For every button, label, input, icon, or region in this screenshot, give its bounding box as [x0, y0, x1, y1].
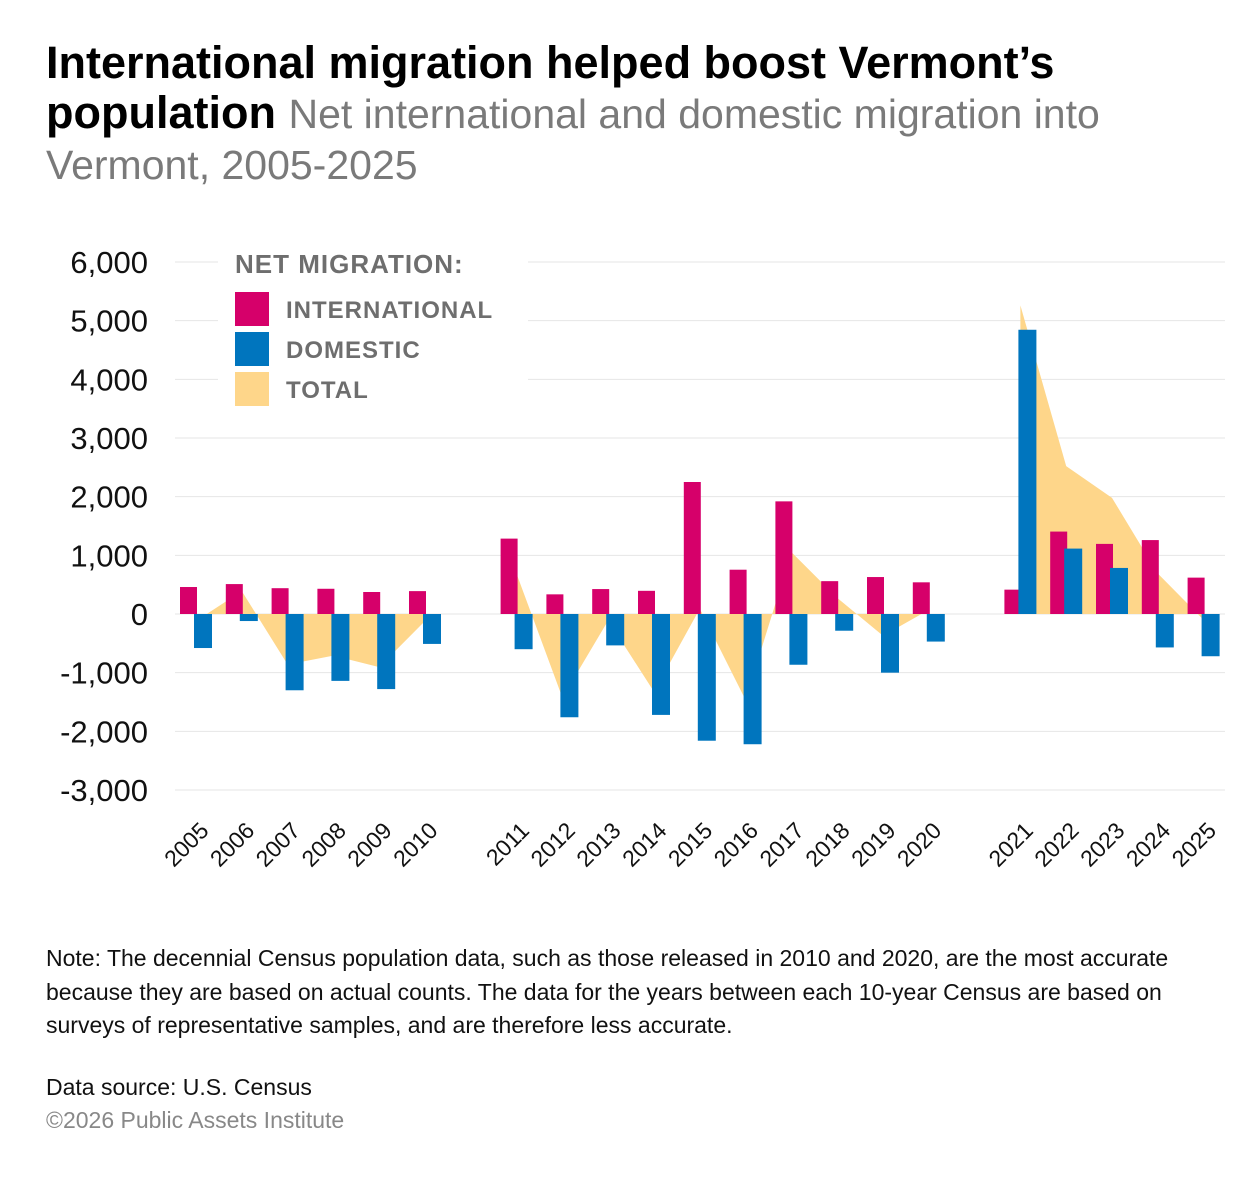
x-tick-label: 2007 [251, 817, 306, 872]
international-bar [1141, 540, 1159, 614]
domestic-bar [285, 614, 304, 691]
domestic-bar [1201, 614, 1220, 657]
domestic-bar [1110, 567, 1128, 614]
domestic-bar [1018, 329, 1037, 614]
legend-box [218, 240, 528, 420]
x-tick-label: 2024 [1121, 817, 1176, 872]
chart-title-block: International migration helped boost Ver… [46, 38, 1226, 190]
y-tick-label: 4,000 [70, 362, 148, 397]
domestic-bar [239, 614, 258, 622]
x-tick-label: 2016 [709, 817, 764, 872]
international-bar [225, 584, 243, 614]
international-bar [1096, 543, 1113, 614]
legend-label: TOTAL [286, 377, 369, 404]
x-tick-label: 2005 [159, 817, 214, 872]
international-bar [180, 587, 197, 614]
y-tick-label: 1,000 [70, 538, 148, 573]
international-bar [729, 569, 747, 614]
domestic-bar [377, 614, 396, 690]
international-bar [821, 581, 839, 614]
legend-label: DOMESTIC [286, 337, 421, 364]
international-bar [409, 591, 426, 614]
y-tick-label: -3,000 [60, 773, 148, 808]
domestic-bar [743, 614, 762, 745]
international-bar [1004, 589, 1022, 614]
legend-swatch [235, 372, 269, 406]
y-tick-label: 2,000 [70, 480, 148, 515]
international-bar [867, 577, 884, 614]
x-tick-label: 2022 [1029, 817, 1084, 872]
international-bar [1050, 531, 1068, 614]
x-tick-label: 2008 [296, 817, 351, 872]
x-tick-label: 2013 [571, 817, 626, 872]
domestic-bar [835, 614, 854, 631]
international-bar [592, 589, 610, 614]
total-area [516, 552, 929, 700]
domestic-bar [1155, 614, 1174, 648]
x-tick-label: 2018 [800, 817, 855, 872]
legend-swatch [235, 292, 269, 326]
legend-swatch [235, 332, 269, 366]
data-source: Data source: U.S. Census [46, 1074, 312, 1100]
legend-label: INTERNATIONAL [286, 297, 493, 324]
y-tick-label: 0 [131, 597, 148, 632]
x-tick-label: 2023 [1075, 817, 1130, 872]
chart-note: Note: The decennial Census population da… [46, 945, 1169, 1038]
domestic-bar [652, 614, 670, 715]
x-tick-label: 2010 [388, 817, 443, 872]
international-bar [363, 592, 381, 614]
x-tick-label: 2015 [663, 817, 718, 872]
x-tick-label: 2009 [342, 817, 397, 872]
international-bar [912, 582, 930, 614]
international-bar [638, 590, 655, 614]
international-bar [317, 588, 335, 614]
y-tick-label: 6,000 [70, 245, 148, 280]
x-tick-label: 2006 [205, 817, 260, 872]
international-bar [546, 594, 564, 614]
international-bar [271, 588, 289, 614]
domestic-bar [789, 614, 808, 665]
international-bar [683, 482, 701, 614]
x-tick-label: 2021 [983, 817, 1038, 872]
y-tick-label: -2,000 [60, 714, 148, 749]
x-tick-label: 2020 [892, 817, 947, 872]
total-area [196, 591, 425, 668]
y-tick-label: 3,000 [70, 421, 148, 456]
domestic-bar [697, 614, 716, 741]
chart-subtitle: Net international and domestic migration… [46, 91, 1100, 188]
x-tick-label: 2012 [525, 817, 580, 872]
x-tick-label: 2017 [754, 817, 809, 872]
x-tick-label: 2011 [481, 817, 534, 870]
x-tick-label: 2025 [1167, 817, 1222, 872]
domestic-bar [926, 614, 945, 642]
international-bar [775, 501, 793, 614]
international-bar [1187, 577, 1205, 614]
chart-svg: 6,000 5,000 4,000 3,000 2,000 1,000 0 -1,000 -2,… [60, 240, 1225, 872]
domestic-bar [881, 614, 899, 673]
x-tick-label: 2014 [617, 817, 672, 872]
y-tick-label: -1,000 [60, 656, 148, 691]
domestic-bar [514, 614, 533, 650]
domestic-bar [194, 614, 212, 649]
legend-title: NET MIGRATION: [235, 249, 464, 279]
domestic-bar [331, 614, 350, 681]
domestic-bar [606, 614, 625, 646]
x-tick-label: 2019 [846, 817, 901, 872]
domestic-bar [423, 614, 441, 644]
y-tick-label: 5,000 [70, 304, 148, 339]
international-bar [500, 538, 518, 614]
domestic-bar [560, 614, 579, 718]
copyright: ©2026 Public Assets Institute [46, 1107, 345, 1133]
domestic-bar [1064, 548, 1083, 614]
chart-title: International migration helped boost Ver… [46, 37, 1055, 138]
